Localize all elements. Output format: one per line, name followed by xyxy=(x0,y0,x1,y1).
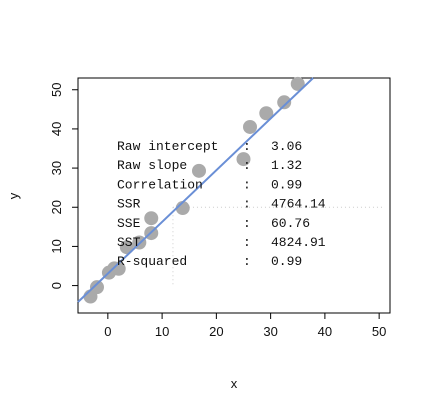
stat-value-sst: 4824.91 xyxy=(271,235,326,250)
y-tick-label: 40 xyxy=(49,122,64,136)
x-axis-label: x xyxy=(231,376,238,391)
stat-value-correlation: 0.99 xyxy=(271,177,302,192)
stat-label-ssr: SSR xyxy=(117,197,141,212)
data-point xyxy=(236,152,251,167)
stat-sep-sst: : xyxy=(243,235,251,250)
y-tick-label: 10 xyxy=(49,239,64,253)
data-point xyxy=(192,163,207,178)
data-point xyxy=(144,211,159,226)
data-point xyxy=(259,106,274,121)
fit-line xyxy=(77,77,314,303)
stat-label-r-squared: R-squared xyxy=(117,254,187,269)
y-tick-label: 0 xyxy=(49,282,64,289)
x-tick-label: 10 xyxy=(155,324,169,339)
x-tick-label: 30 xyxy=(263,324,277,339)
data-point xyxy=(243,119,258,134)
data-point xyxy=(290,76,305,91)
x-tick-label: 20 xyxy=(209,324,223,339)
stat-value-ssr: 4764.14 xyxy=(271,197,326,212)
x-tick-label: 0 xyxy=(104,324,111,339)
data-point xyxy=(89,280,104,295)
stat-sep-sse: : xyxy=(243,216,251,231)
stat-label-correlation: Correlation xyxy=(117,177,203,192)
y-axis-label: y xyxy=(6,192,21,199)
stat-label-sst: SST xyxy=(117,235,141,250)
fit-line-group xyxy=(77,77,314,303)
stat-label-raw-slope: Raw slope xyxy=(117,158,187,173)
data-point xyxy=(277,95,292,110)
stat-sep-r-squared: : xyxy=(243,254,251,269)
stats-annotation: Raw intercept: 3.06 Raw slope: 1.32 Correlat… xyxy=(117,139,326,269)
axes: 0 10 20 30 40 50 0 10 20 30 40 50 xyxy=(49,83,386,339)
y-tick-label: 50 xyxy=(49,83,64,97)
data-point xyxy=(119,240,134,255)
plot-frame xyxy=(77,77,391,314)
plot-area xyxy=(77,77,391,314)
stat-sep-raw-slope: : xyxy=(243,158,251,173)
stat-sep-ssr: : xyxy=(243,197,251,212)
x-tick-label: 40 xyxy=(318,324,332,339)
stat-sep-raw-intercept: : xyxy=(243,139,251,154)
stat-sep-correlation: : xyxy=(243,177,251,192)
stat-value-r-squared: 0.99 xyxy=(271,254,302,269)
stat-label-raw-intercept: Raw intercept xyxy=(117,139,218,154)
stat-value-raw-intercept: 3.06 xyxy=(271,139,302,154)
stat-value-raw-slope: 1.32 xyxy=(271,158,302,173)
mean-guides xyxy=(172,206,382,285)
x-tick-label: 50 xyxy=(372,324,386,339)
y-tick-label: 20 xyxy=(49,200,64,214)
y-tick-label: 30 xyxy=(49,161,64,175)
stat-label-sse: SSE xyxy=(117,216,141,231)
stat-value-sse: 60.76 xyxy=(271,216,310,231)
